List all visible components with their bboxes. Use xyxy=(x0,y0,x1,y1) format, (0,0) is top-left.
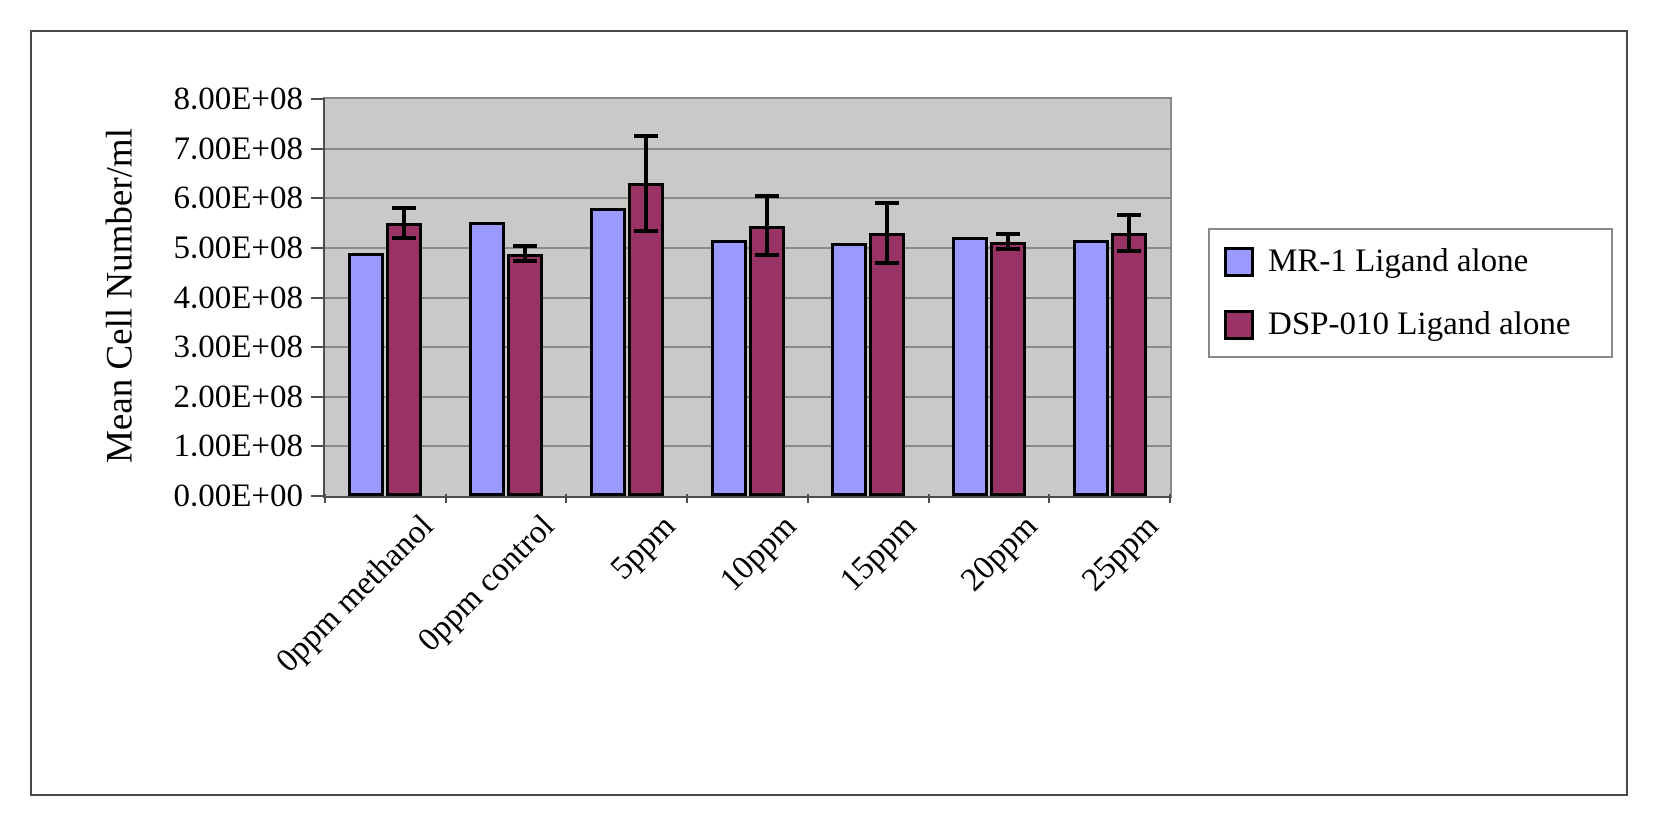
gridline xyxy=(325,147,1170,150)
dsp010-series-swatch-icon xyxy=(1224,309,1254,340)
bar-mr1-ligand-alone xyxy=(951,236,988,496)
error-bar-line xyxy=(643,136,648,231)
gridline xyxy=(325,346,1170,349)
y-tick-label: 0.00E+00 xyxy=(173,478,303,514)
bar-mr1-ligand-alone xyxy=(831,242,868,496)
error-bar-top-cap xyxy=(513,244,538,249)
y-axis-tick xyxy=(311,98,325,100)
y-axis-tick xyxy=(311,296,325,299)
x-category-label: 15ppm xyxy=(833,508,924,599)
error-bar-line xyxy=(885,203,890,263)
y-axis-tick xyxy=(311,395,325,398)
bar-dsp010-ligand-alone xyxy=(748,225,785,496)
gridline xyxy=(325,395,1170,398)
bar-dsp010-ligand-alone xyxy=(507,253,544,496)
gridline xyxy=(325,246,1170,249)
y-tick-label: 7.00E+08 xyxy=(173,130,303,167)
x-axis-tick xyxy=(565,494,568,503)
y-tick-label: 1.00E+08 xyxy=(173,428,303,465)
error-bar-bottom-cap xyxy=(754,253,779,258)
plot-area xyxy=(323,97,1172,498)
y-tick-label: 5.00E+08 xyxy=(173,229,303,266)
mr1-series-swatch-icon xyxy=(1224,246,1254,277)
x-category-label: 0ppm control xyxy=(410,508,562,659)
y-axis-tick xyxy=(311,346,325,349)
bar-mr1-ligand-alone xyxy=(469,222,506,496)
bar-mr1-ligand-alone xyxy=(348,252,385,496)
error-bar-top-cap xyxy=(392,206,417,211)
x-axis-tick xyxy=(927,494,930,503)
y-tick-label: 6.00E+08 xyxy=(173,180,303,217)
legend-item-dsp010: DSP-010 Ligand alone xyxy=(1224,306,1611,343)
x-category-label: 25ppm xyxy=(1074,508,1166,599)
x-axis-tick xyxy=(1169,494,1171,503)
error-bar-top-cap xyxy=(754,193,779,198)
x-axis-tick xyxy=(806,494,809,503)
x-axis-tick xyxy=(686,494,689,503)
x-axis-tick xyxy=(324,494,326,503)
error-bar-bottom-cap xyxy=(875,260,900,265)
legend-label-mr1: MR-1 Ligand alone xyxy=(1268,243,1529,279)
bar-dsp010-ligand-alone xyxy=(989,241,1026,496)
x-category-label: 10ppm xyxy=(712,508,803,599)
bar-dsp010-ligand-alone xyxy=(386,223,423,496)
error-bar-line xyxy=(764,195,769,256)
error-bar-bottom-cap xyxy=(392,235,417,240)
error-bar-line xyxy=(402,208,407,238)
y-tick-label: 3.00E+08 xyxy=(173,329,303,366)
gridline xyxy=(325,296,1170,299)
error-bar-top-cap xyxy=(995,232,1020,237)
error-bar-bottom-cap xyxy=(1116,248,1141,253)
y-axis-tick xyxy=(311,495,325,497)
error-bar-line xyxy=(1126,215,1131,251)
legend-label-dsp010: DSP-010 Ligand alone xyxy=(1268,306,1571,342)
y-tick-label: 2.00E+08 xyxy=(173,378,303,415)
error-bar-bottom-cap xyxy=(513,259,538,264)
gridline xyxy=(325,445,1170,448)
x-category-label: 20ppm xyxy=(954,508,1045,599)
y-axis-tick xyxy=(311,197,325,200)
bar-dsp010-ligand-alone xyxy=(869,232,906,496)
y-tick-label: 8.00E+08 xyxy=(173,81,303,117)
error-bar-top-cap xyxy=(633,134,658,139)
x-category-label: 5ppm xyxy=(603,508,683,587)
error-bar-bottom-cap xyxy=(995,247,1020,252)
error-bar-top-cap xyxy=(875,201,900,206)
y-axis-tick xyxy=(311,246,325,249)
bar-mr1-ligand-alone xyxy=(589,208,626,496)
gridline xyxy=(325,197,1170,200)
y-axis-tick xyxy=(311,147,325,150)
x-category-label: 0ppm methanol xyxy=(269,508,441,680)
bar-dsp010-ligand-alone xyxy=(627,183,664,496)
x-axis-tick xyxy=(444,494,447,503)
bar-mr1-ligand-alone xyxy=(1072,239,1109,496)
x-axis-tick xyxy=(1048,494,1051,503)
bar-dsp010-ligand-alone xyxy=(1110,232,1147,496)
bar-mr1-ligand-alone xyxy=(710,240,747,496)
error-bar-top-cap xyxy=(1116,213,1141,218)
error-bar-line xyxy=(1005,234,1010,250)
y-tick-label: 4.00E+08 xyxy=(173,279,303,316)
legend: MR-1 Ligand alone DSP-010 Ligand alone xyxy=(1208,228,1613,358)
error-bar-bottom-cap xyxy=(633,228,658,233)
y-axis-tick xyxy=(311,445,325,448)
error-bar-line xyxy=(523,246,528,262)
legend-item-mr1: MR-1 Ligand alone xyxy=(1224,243,1611,280)
